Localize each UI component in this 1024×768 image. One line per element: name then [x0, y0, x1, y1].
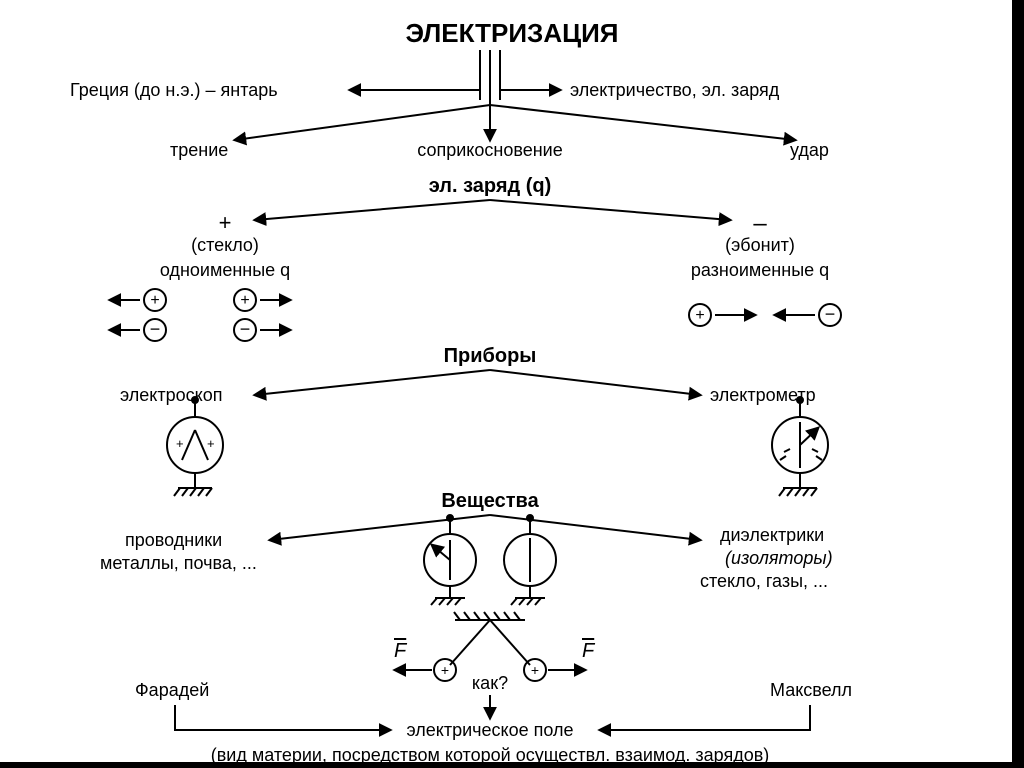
same-name: одноименные q — [160, 260, 290, 281]
right-border — [1012, 0, 1024, 768]
dielectrics: диэлектрики — [720, 525, 824, 546]
electroscope-icon: + + — [167, 397, 223, 496]
charge-heading: эл. заряд (q) — [429, 175, 552, 198]
title: ЭЛЕКТРИЗАЦИЯ — [406, 18, 619, 49]
faraday: Фарадей — [135, 680, 209, 701]
svg-text:+: + — [207, 436, 215, 451]
svg-text:+: + — [695, 307, 704, 324]
svg-text:+: + — [176, 436, 184, 451]
electricity-charge: электричество, эл. заряд — [570, 80, 779, 101]
maxwell: Максвелл — [770, 680, 852, 701]
impact: удар — [790, 140, 829, 161]
conductors-ex: металлы, почва, ... — [100, 553, 257, 574]
svg-text:+: + — [150, 292, 159, 309]
meter-pair-icon — [424, 515, 556, 605]
dielectrics-ex: стекло, газы, ... — [700, 571, 828, 592]
svg-text:−: − — [150, 319, 161, 339]
how: как? — [472, 673, 508, 694]
ebonite: (эбонит) — [725, 235, 795, 256]
svg-text:−: − — [240, 319, 251, 339]
greece-amber: Греция (до н.э.) – янтарь — [70, 80, 278, 101]
svg-text:+: + — [441, 662, 449, 678]
contact: соприкосновение — [417, 140, 562, 161]
plus-sign: + — [219, 210, 232, 236]
diff-name: разноименные q — [691, 260, 829, 281]
conductors: проводники — [125, 530, 222, 551]
svg-text:+: + — [240, 292, 249, 309]
isolators: (изоляторы) — [725, 548, 833, 569]
bottom-border — [0, 762, 1024, 768]
electroscope-label: электроскоп — [120, 385, 222, 406]
hanging-charges-icon: + + — [395, 612, 585, 681]
diagram-svg: + + − − + − + + — [0, 0, 1024, 768]
field-title: электрическое поле — [406, 720, 573, 741]
force-right: F — [582, 640, 594, 663]
minus-sign: – — [753, 210, 766, 238]
force-left: F — [394, 640, 406, 663]
diagram-page: ЭЛЕКТРИЗАЦИЯ Греция (до н.э.) – янтарь э… — [0, 0, 1024, 768]
devices-heading: Приборы — [444, 345, 537, 368]
glass: (стекло) — [191, 235, 259, 256]
svg-text:−: − — [825, 304, 836, 324]
electrometer-icon — [772, 397, 828, 496]
electrometer-label: электрометр — [710, 385, 816, 406]
substances-heading: Вещества — [441, 490, 538, 513]
friction: трение — [170, 140, 228, 161]
svg-text:+: + — [531, 662, 539, 678]
